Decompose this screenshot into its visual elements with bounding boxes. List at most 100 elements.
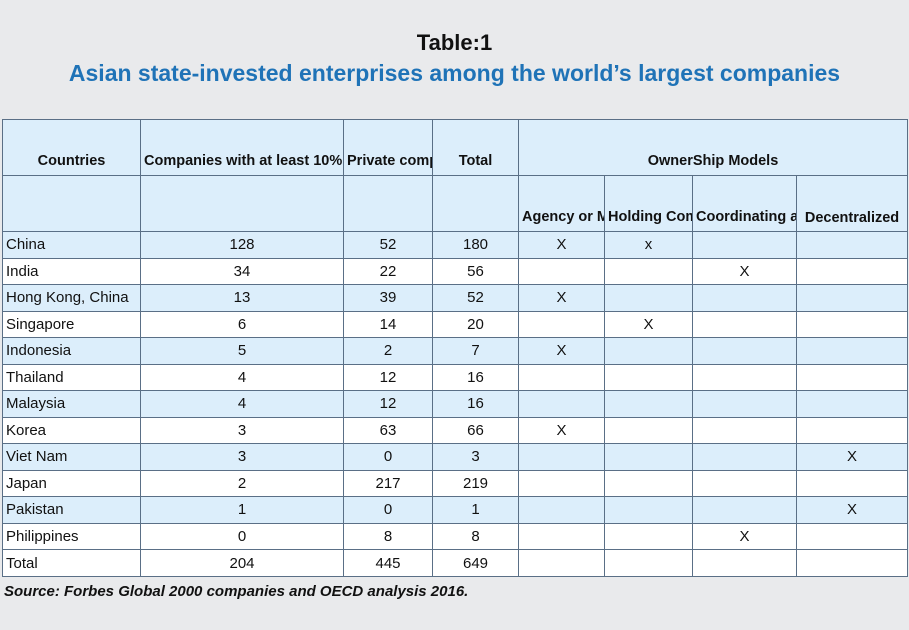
header-model-decentralized: Decentralized <box>795 175 909 232</box>
header-model-agency: Agency or Ministry <box>518 175 605 232</box>
header-model-holding: Holding Company <box>604 175 693 232</box>
cell-country: Indonesia <box>2 337 141 365</box>
table-title: Table:1 <box>416 30 493 55</box>
cell-country: Korea <box>2 416 141 444</box>
cell-country: Viet Nam <box>2 443 141 471</box>
cell-state: 4 <box>140 390 344 418</box>
cell-blank <box>692 549 797 577</box>
table-row: Pakistan 1 0 1 X <box>2 496 909 524</box>
cell-total: 3 <box>432 443 519 471</box>
cell-private: 2 <box>343 337 433 365</box>
cell-holding <box>604 496 693 524</box>
cell-private: 8 <box>343 522 433 550</box>
cell-private: 52 <box>343 231 433 259</box>
cell-state: 3 <box>140 443 344 471</box>
cell-decentralized <box>795 469 909 497</box>
cell-coordinating <box>692 363 797 391</box>
cell-decentralized <box>795 231 909 259</box>
table-row: Thailand 4 12 16 <box>2 363 909 391</box>
cell-decentralized <box>795 522 909 550</box>
cell-state: 1 <box>140 496 344 524</box>
header-private: Private companies <box>343 119 433 176</box>
cell-agency <box>518 310 605 338</box>
table-row: Hong Kong, China 13 39 52 X <box>2 284 909 312</box>
cell-agency <box>518 443 605 471</box>
cell-country: Thailand <box>2 363 141 391</box>
table-row: Korea 3 63 66 X <box>2 416 909 444</box>
table-subtitle: Asian state-invested enterprises among t… <box>68 60 841 86</box>
cell-state: 0 <box>140 522 344 550</box>
cell-private: 0 <box>343 496 433 524</box>
table-row: India 34 22 56 X <box>2 257 909 285</box>
cell-holding: x <box>604 231 693 259</box>
cell-decentralized <box>795 257 909 285</box>
total-row: Total 204 445 649 <box>2 549 909 577</box>
cell-total: 180 <box>432 231 519 259</box>
cell-private: 217 <box>343 469 433 497</box>
cell-total: 16 <box>432 363 519 391</box>
header-total: Total <box>432 119 519 176</box>
header-blank-4 <box>432 175 519 232</box>
header-ownership-models: OwnerShip Models <box>517 119 909 176</box>
cell-country: Hong Kong, China <box>2 284 141 312</box>
cell-state: 2 <box>140 469 344 497</box>
cell-coordinating <box>692 443 797 471</box>
cell-blank <box>518 549 605 577</box>
source-note: Source: Forbes Global 2000 companies and… <box>4 583 469 600</box>
cell-private: 12 <box>343 363 433 391</box>
header-countries: Countries <box>2 119 141 176</box>
cell-total-label: Total <box>2 549 141 577</box>
cell-agency <box>518 522 605 550</box>
cell-total: 8 <box>432 522 519 550</box>
cell-total: 56 <box>432 257 519 285</box>
header-blank-1 <box>2 175 141 232</box>
cell-country: Malaysia <box>2 390 141 418</box>
cell-agency: X <box>518 337 605 365</box>
cell-total: 219 <box>432 469 519 497</box>
cell-holding <box>604 469 693 497</box>
cell-agency: X <box>518 284 605 312</box>
cell-private: 63 <box>343 416 433 444</box>
cell-holding <box>604 416 693 444</box>
header-state-ownership: Companies with at least 10% state owners… <box>140 119 344 176</box>
cell-total: 20 <box>432 310 519 338</box>
cell-coordinating <box>692 231 797 259</box>
cell-total-private: 445 <box>343 549 433 577</box>
header-model-coordinating: Coordinating agency <box>692 175 797 232</box>
cell-coordinating <box>692 284 797 312</box>
cell-agency <box>518 363 605 391</box>
cell-country: Japan <box>2 469 141 497</box>
cell-country: China <box>2 231 141 259</box>
cell-coordinating <box>692 337 797 365</box>
cell-decentralized: X <box>795 496 909 524</box>
cell-state: 5 <box>140 337 344 365</box>
cell-holding <box>604 363 693 391</box>
table-row: Indonesia 5 2 7 X <box>2 337 909 365</box>
cell-agency: X <box>518 231 605 259</box>
cell-private: 22 <box>343 257 433 285</box>
cell-total: 1 <box>432 496 519 524</box>
cell-coordinating <box>692 310 797 338</box>
cell-coordinating <box>692 469 797 497</box>
cell-decentralized <box>795 363 909 391</box>
table-row: Philippines 0 8 8 X <box>2 522 909 550</box>
cell-holding <box>604 284 693 312</box>
cell-coordinating: X <box>692 522 797 550</box>
cell-total: 16 <box>432 390 519 418</box>
cell-total: 52 <box>432 284 519 312</box>
cell-coordinating <box>692 496 797 524</box>
cell-state: 3 <box>140 416 344 444</box>
cell-decentralized <box>795 310 909 338</box>
data-table: Countries Companies with at least 10% st… <box>2 119 909 577</box>
cell-agency <box>518 390 605 418</box>
cell-state: 4 <box>140 363 344 391</box>
cell-state: 6 <box>140 310 344 338</box>
header-blank-3 <box>343 175 433 232</box>
cell-agency <box>518 469 605 497</box>
cell-private: 14 <box>343 310 433 338</box>
cell-agency <box>518 257 605 285</box>
cell-decentralized <box>795 337 909 365</box>
cell-private: 39 <box>343 284 433 312</box>
cell-holding: X <box>604 310 693 338</box>
cell-holding <box>604 390 693 418</box>
